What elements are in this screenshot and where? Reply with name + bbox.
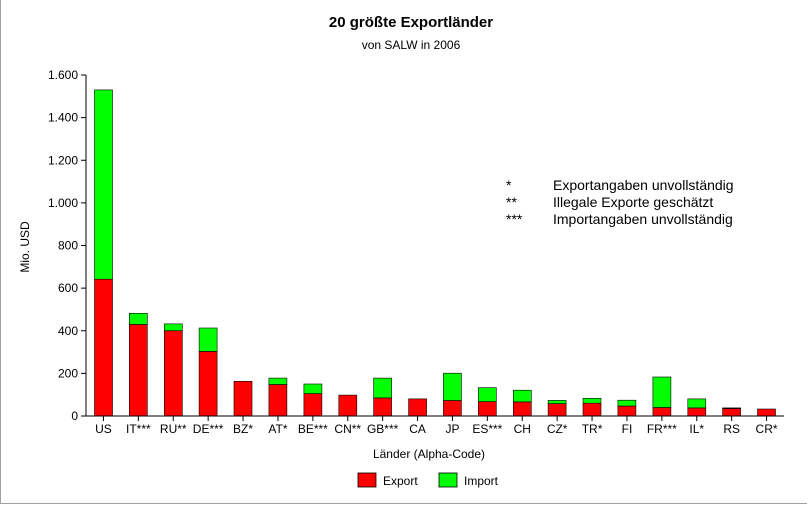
bar-import-us	[94, 89, 113, 280]
annotation-symbol: **	[506, 194, 517, 210]
x-tick-label: IT***	[126, 422, 151, 436]
bar-export-ru	[164, 330, 183, 417]
bar-import-it	[129, 312, 148, 325]
bar-export-tr	[582, 402, 602, 417]
x-tick-label: CR*	[756, 422, 778, 436]
bar-export-rs	[722, 408, 741, 417]
bar-export-cz	[547, 403, 567, 417]
x-tick-label: CN**	[334, 422, 361, 436]
x-tick-label: CH	[514, 422, 531, 436]
bar-export-cr	[757, 408, 776, 417]
y-tick-label: 1.400	[48, 111, 78, 125]
y-tick-label: 1.000	[48, 196, 78, 210]
bar-import-at	[268, 377, 288, 385]
x-tick-label: CZ*	[547, 422, 568, 436]
bar-export-il	[687, 407, 707, 417]
x-tick-label: CA	[409, 422, 426, 436]
bar-import-ru	[164, 323, 183, 331]
x-tick-label: ES***	[472, 422, 502, 436]
bar-import-cz	[547, 400, 567, 404]
bar-export-at	[268, 384, 288, 417]
bar-import-gb	[373, 377, 392, 399]
y-tick-label: 600	[58, 281, 78, 295]
bar-import-il	[687, 398, 707, 409]
y-tick-label: 200	[58, 366, 78, 380]
chart-subtitle: von SALW in 2006	[362, 38, 461, 52]
y-axis-label: Mio. USD	[18, 221, 32, 273]
x-tick-label: AT*	[268, 422, 287, 436]
x-tick-label: RS	[723, 422, 740, 436]
bar-export-es	[477, 401, 497, 417]
annotation-text: Importangaben unvollständig	[553, 211, 733, 227]
annotations-group: * Exportangaben unvollständig ** Illegale E…	[506, 177, 734, 227]
y-tick-label: 800	[58, 239, 78, 253]
x-tick-label: JP	[445, 422, 459, 436]
bar-import-fr	[652, 376, 672, 408]
bar-export-fi	[617, 405, 637, 417]
chart-title: 20 größte Exportländer	[329, 14, 493, 31]
annotation-symbol: *	[506, 177, 512, 193]
bar-import-be	[303, 383, 323, 394]
annotation-text: Illegale Exporte geschätzt	[553, 194, 713, 210]
bar-export-jp	[443, 400, 462, 417]
bar-export-be	[303, 393, 323, 417]
x-tick-label: IL*	[689, 422, 704, 436]
legend-label-export: Export	[383, 474, 418, 488]
legend: Export Import	[357, 472, 499, 488]
legend-label-import: Import	[464, 474, 499, 488]
bar-import-rs	[722, 407, 741, 409]
bar-export-cn	[338, 394, 358, 417]
x-tick-label: BZ*	[233, 422, 253, 436]
bar-import-ch	[512, 389, 532, 403]
annotation-symbol: ***	[506, 211, 523, 227]
bar-export-gb	[373, 397, 392, 417]
x-tick-label: DE***	[193, 422, 224, 436]
legend-swatch-import	[438, 472, 458, 488]
x-tick-label: BE***	[298, 422, 328, 436]
bar-import-es	[477, 387, 497, 402]
bar-export-it	[129, 324, 148, 417]
bar-export-fr	[652, 407, 672, 417]
x-axis-label: Länder (Alpha-Code)	[373, 447, 485, 461]
y-tick-label: 400	[58, 324, 78, 338]
bar-import-jp	[443, 372, 462, 401]
x-tick-label: US	[95, 422, 112, 436]
x-tick-label: FR***	[647, 422, 677, 436]
bar-import-fi	[617, 399, 637, 407]
legend-swatch-export	[357, 472, 377, 488]
y-tick-label: 1.600	[48, 68, 78, 82]
bar-export-us	[94, 278, 113, 417]
axes-group: 0 200 400 600 800 1.000 1.200 1.400 1.600	[48, 68, 784, 423]
bars-group: US IT*** RU** DE*** BZ* AT* BE*** CN** GB*** CA JP…	[94, 89, 778, 436]
bar-export-de	[198, 351, 218, 417]
x-tick-label: GB***	[367, 422, 399, 436]
x-tick-label: TR*	[582, 422, 603, 436]
bar-export-ch	[512, 401, 532, 417]
x-tick-label: RU**	[160, 422, 187, 436]
annotation-text: Exportangaben unvollständig	[553, 177, 734, 193]
bar-export-bz	[233, 380, 253, 417]
bar-export-ca	[408, 398, 427, 417]
y-tick-label: 1.200	[48, 153, 78, 167]
bar-import-tr	[582, 397, 602, 404]
x-tick-label: FI	[622, 422, 633, 436]
y-tick-label: 0	[71, 409, 78, 423]
bar-import-de	[198, 327, 218, 352]
